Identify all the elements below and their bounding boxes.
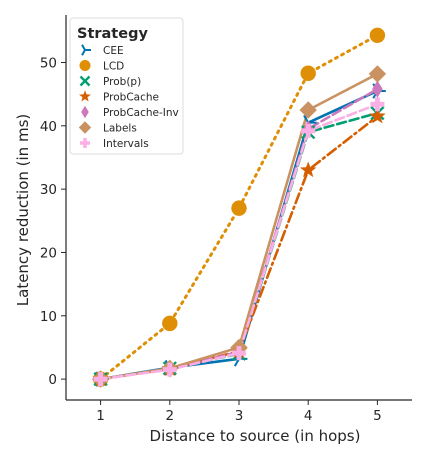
legend-title: Strategy [77, 26, 148, 42]
legend-label-cee: CEE [103, 45, 124, 57]
data-point-labels [368, 65, 387, 83]
x-tick-label: 1 [96, 408, 105, 424]
data-point-lcd [162, 315, 178, 332]
data-point-probcache-inv [372, 80, 383, 98]
legend-label-probcache: ProbCache [103, 92, 159, 104]
y-tick-label: 40 [40, 119, 57, 135]
y-axis-label: Latency reduction (in ms) [14, 114, 32, 306]
legend-marker-probcache-inv [81, 105, 89, 119]
legend-marker-prob-p- [79, 75, 91, 87]
x-tick-label: 5 [373, 408, 382, 424]
legend-entries: CEE LCD Prob(p) ProbCache ProbCache-Inv Label… [78, 44, 179, 150]
data-point-intervals [301, 123, 316, 138]
data-point-intervals [370, 97, 385, 112]
legend-marker-lcd [79, 60, 91, 71]
y-tick-label: 0 [48, 372, 57, 388]
legend-label-lcd: LCD [103, 61, 124, 73]
legend-label-prob-p-: Prob(p) [103, 76, 141, 88]
data-point-lcd [300, 65, 316, 81]
data-point-probcache [369, 107, 386, 124]
legend-marker-cee [81, 44, 91, 56]
data-point-labels [299, 101, 317, 119]
data-point-intervals [162, 362, 177, 377]
series-line-intervals [99, 102, 379, 381]
legend-marker-probcache [79, 90, 91, 102]
x-axis-label: Distance to source (in hops) [150, 427, 361, 445]
x-tick-label: 3 [235, 408, 244, 424]
data-point-intervals [93, 372, 108, 387]
legend-label-intervals: Intervals [103, 138, 149, 150]
series-markers [91, 27, 387, 388]
data-point-lcd [369, 27, 386, 43]
x-tick-label: 2 [166, 408, 175, 424]
data-point-lcd [231, 200, 247, 216]
y-tick-label: 10 [40, 309, 57, 325]
x-tick-label: 4 [304, 408, 313, 424]
y-tick-label: 30 [40, 182, 57, 198]
y-tick-label: 50 [40, 55, 57, 71]
legend-marker-intervals [80, 138, 90, 148]
legend-marker-labels [78, 121, 92, 134]
y-tick-label: 20 [40, 245, 57, 261]
legend: Strategy CEE LCD Prob(p) ProbCache ProbCache… [69, 17, 184, 155]
legend-label-probcache-inv: ProbCache-Inv [103, 107, 179, 119]
data-point-intervals [232, 346, 246, 361]
legend-label-labels: Labels [103, 123, 137, 135]
legend-box [69, 17, 184, 155]
data-point-probcache [299, 161, 317, 178]
